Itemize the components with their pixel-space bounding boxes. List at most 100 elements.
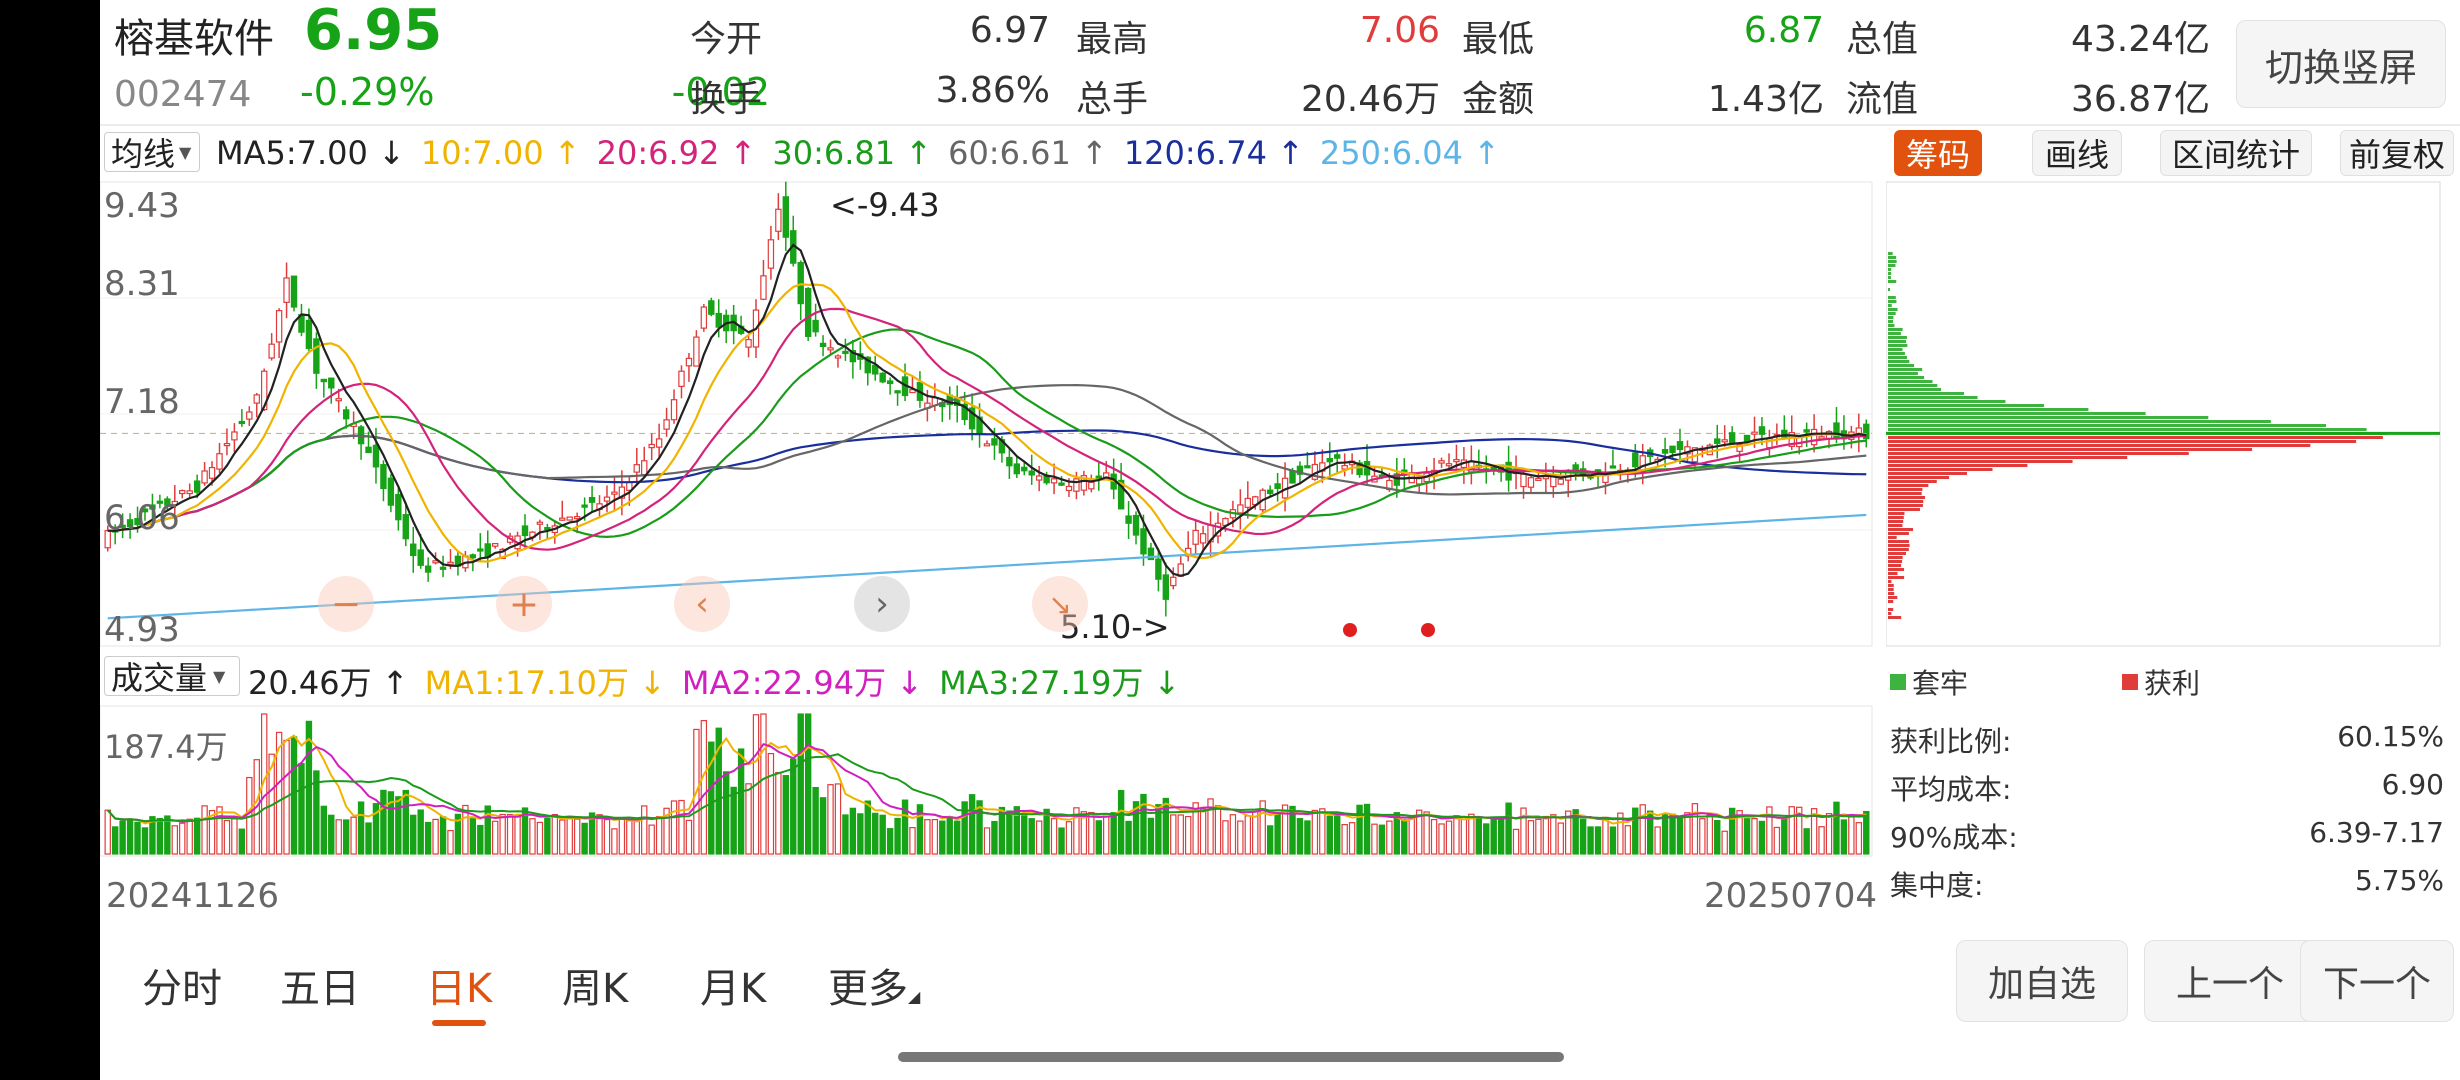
profit-ratio-value: 60.15% xyxy=(2337,720,2444,753)
chip-bar-profit xyxy=(1888,588,1894,591)
amount-label: 金额 xyxy=(1462,79,1535,120)
candle-body xyxy=(1803,429,1810,433)
chip-bar-trapped xyxy=(1888,324,1895,327)
volume-bar xyxy=(983,827,991,855)
zoom-out-button[interactable]: − xyxy=(318,576,374,632)
volume-bar xyxy=(1699,818,1706,855)
end-date: 20250704 xyxy=(1704,876,1878,916)
candle-body xyxy=(991,438,998,446)
volume-bar xyxy=(1199,808,1207,855)
candle-body xyxy=(827,347,834,351)
volume-bar xyxy=(968,794,976,855)
chip-bar-profit xyxy=(1888,484,1929,487)
tab-draw-line[interactable]: 画线 xyxy=(2032,130,2122,176)
next-stock-button[interactable]: 下一个 xyxy=(2300,940,2454,1022)
legend-profit: 获利 xyxy=(2122,662,2200,702)
candle-body xyxy=(260,370,268,411)
previous-stock-button[interactable]: 上一个 xyxy=(2144,940,2316,1022)
candle-body xyxy=(380,464,387,490)
zoom-in-button[interactable]: + xyxy=(496,576,552,632)
volume-bar xyxy=(290,736,298,855)
tab-weekly-k[interactable]: 周K xyxy=(562,966,629,1012)
candle-body xyxy=(395,493,402,521)
volume-chart[interactable] xyxy=(100,704,1874,870)
volume-ma-value-3: MA3:27.19万 ↓ xyxy=(939,664,1181,702)
chip-bar-trapped xyxy=(1888,412,2146,415)
candle-body xyxy=(469,554,477,559)
volume-bar xyxy=(760,713,767,855)
volume-bar xyxy=(1714,819,1721,855)
volume-bar xyxy=(1065,821,1073,855)
volume-bar xyxy=(819,797,827,855)
volume-bar xyxy=(1147,817,1155,855)
chip-bar-trapped xyxy=(1888,268,1892,271)
candle-body xyxy=(208,466,216,479)
tab-more[interactable]: 更多◢ xyxy=(828,956,920,1014)
volume-bar xyxy=(939,820,946,855)
chip-bar-trapped xyxy=(1888,252,1893,255)
volume-bar xyxy=(357,801,365,855)
volume-bar xyxy=(1617,812,1624,855)
tab-daily-k[interactable]: 日K xyxy=(426,966,493,1012)
volume-bar xyxy=(1535,818,1542,855)
chip-bar-trapped xyxy=(1888,280,1897,283)
volume-bar xyxy=(1460,816,1468,855)
minus-icon: − xyxy=(330,583,362,625)
candle-body xyxy=(1766,437,1773,449)
candle-body xyxy=(328,377,335,389)
indicator-select[interactable]: 均线 ▼ xyxy=(104,132,200,173)
candle-body xyxy=(708,300,715,315)
chip-bar-trapped xyxy=(1888,272,1892,275)
volume-bar xyxy=(991,820,998,855)
volume-bar xyxy=(365,822,372,855)
volume-bar xyxy=(641,805,648,855)
candle-body xyxy=(126,519,134,528)
chip-bar-profit xyxy=(1888,516,1904,519)
add-watchlist-button[interactable]: 加自选 xyxy=(1956,940,2128,1022)
volume-bar xyxy=(611,828,618,855)
chip-bar-profit xyxy=(1888,592,1895,595)
toggle-orientation-button[interactable]: 切换竖屏 xyxy=(2236,20,2446,108)
low-label: 最低 xyxy=(1462,19,1535,60)
collapse-button[interactable]: ↘ xyxy=(1032,576,1088,632)
volume-bar xyxy=(1475,818,1483,855)
volume-bar xyxy=(1684,812,1691,855)
candle-body xyxy=(1863,423,1870,440)
tab-adjust[interactable]: 前复权 xyxy=(2340,130,2454,176)
candlestick-chart[interactable] xyxy=(100,180,1874,650)
volume-bar xyxy=(298,763,305,855)
candle-body xyxy=(603,496,611,502)
volume-bar xyxy=(946,816,953,855)
scroll-left-button[interactable]: ‹ xyxy=(674,576,730,632)
tab-monthly-k[interactable]: 月K xyxy=(700,966,767,1012)
volume-indicator-select[interactable]: 成交量 ▼ xyxy=(104,656,240,697)
chip-bar-trapped xyxy=(1888,344,1908,347)
candle-body xyxy=(1296,465,1304,475)
chip-bar-trapped xyxy=(1888,332,1901,335)
volume-bar xyxy=(1490,817,1497,855)
candle-body xyxy=(305,319,313,349)
scroll-right-button[interactable]: › xyxy=(854,576,910,632)
chip-bar-trapped xyxy=(1888,428,2367,431)
ma-value-3: 30:6.81 ↑ xyxy=(772,134,933,172)
volume-ma-value-1: MA1:17.10万 ↓ xyxy=(424,664,666,702)
candle-body xyxy=(179,490,186,495)
tab-chips[interactable]: 筹码 xyxy=(1894,130,1982,176)
tab-range-stats[interactable]: 区间统计 xyxy=(2160,130,2312,176)
chip-bar-trapped xyxy=(1888,276,1891,279)
volume-bar xyxy=(715,727,722,855)
volume-bar xyxy=(1281,804,1289,855)
volume-bar xyxy=(618,817,626,855)
max-price-annotation: <-9.43 xyxy=(830,186,940,224)
candle-body xyxy=(1632,452,1639,468)
chip-distribution-chart[interactable] xyxy=(1886,180,2446,650)
candle-body xyxy=(402,514,409,540)
candle-body xyxy=(1535,477,1542,481)
candle-body xyxy=(447,561,454,565)
tab-five-day[interactable]: 五日 xyxy=(280,966,360,1012)
candle-body xyxy=(849,350,857,363)
tab-intraday[interactable]: 分时 xyxy=(142,966,222,1012)
volume-bar xyxy=(1252,810,1259,855)
home-indicator[interactable] xyxy=(898,1052,1564,1062)
volume-bar xyxy=(648,824,655,855)
